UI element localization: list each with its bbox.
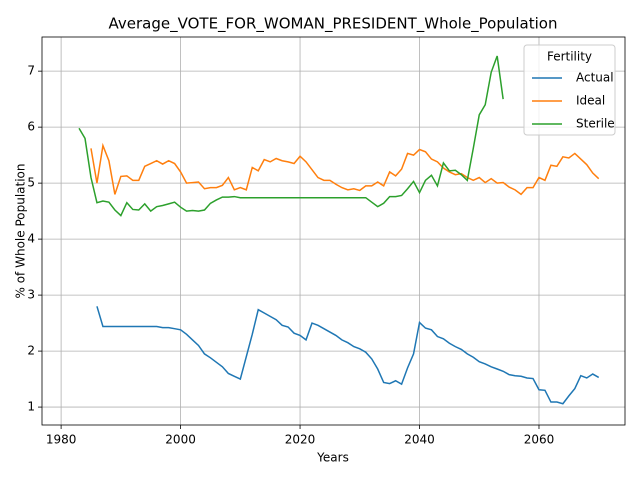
x-tick-label: 2000 [165,433,196,447]
x-tick-label: 2060 [524,433,555,447]
series-line [96,306,600,405]
legend-label: Sterile [576,117,615,131]
x-tick-label: 2040 [404,433,435,447]
x-axis-label: Years [316,451,349,465]
series-line [78,55,504,217]
y-tick-label: 1 [27,400,35,414]
y-tick-label: 3 [27,288,35,302]
y-axis-label: % of Whole Population [14,164,28,299]
y-tick-label: 6 [27,120,35,134]
legend-label: Actual [576,71,614,85]
legend-title: Fertility [547,50,592,64]
plot-frame [41,36,626,426]
y-tick-label: 7 [27,64,35,78]
y-tick-label: 5 [27,176,35,190]
chart-title: Average_VOTE_FOR_WOMAN_PRESIDENT_Whole_P… [109,15,558,34]
series-line [90,142,600,196]
y-tick-label: 4 [27,232,35,246]
y-tick-label: 2 [27,344,35,358]
legend-label: Ideal [576,94,605,108]
x-tick-label: 1980 [46,433,77,447]
x-tick-label: 2020 [285,433,316,447]
legend-box [523,44,616,136]
